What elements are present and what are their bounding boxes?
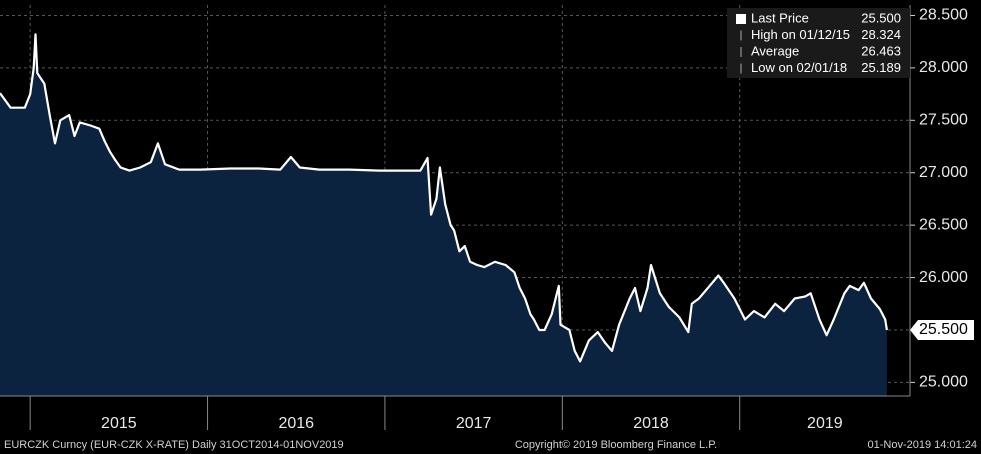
plot-area xyxy=(0,5,910,397)
y-tick-label: 27.500 xyxy=(919,112,968,129)
last-price-label: 25.500 xyxy=(919,321,968,338)
legend-box xyxy=(727,8,910,78)
line xyxy=(0,33,888,363)
y-tick-label: 26.000 xyxy=(919,269,968,286)
axes: 25.000 25.500 26.000 26.500 27.000 27.500 28.0… xyxy=(0,5,974,432)
y-tick-label: 26.500 xyxy=(919,216,968,233)
footer-left: EURCZK Curncy (EUR-CZK X-RATE) Daily 31O… xyxy=(4,439,344,451)
area xyxy=(0,34,887,397)
x-tick-label: 2019 xyxy=(807,415,843,432)
legend-value: 28.324 xyxy=(861,27,901,42)
x-tick-label: 2018 xyxy=(633,415,669,432)
legend-value: 26.463 xyxy=(861,43,901,58)
last-price-tag xyxy=(910,319,974,340)
legend-label: Last Price xyxy=(751,10,809,25)
x-tick-label: 2016 xyxy=(278,415,314,432)
legend: Last Price 25.500 High on 01/12/15 28.324 Av… xyxy=(727,8,910,78)
footer-center: Copyright© 2019 Bloomberg Finance L.P. xyxy=(515,439,717,451)
y-tick-label: 25.000 xyxy=(919,374,968,391)
y-tick-label: 27.000 xyxy=(919,164,968,181)
x-tick-label: 2017 xyxy=(456,415,492,432)
legend-swatch xyxy=(736,14,746,24)
legend-label: Average xyxy=(751,43,799,58)
y-tick-label: 28.000 xyxy=(919,59,968,76)
y-tick-label: 28.500 xyxy=(919,7,968,24)
legend-label: High on 01/12/15 xyxy=(751,27,850,42)
legend-value: 25.500 xyxy=(861,10,901,25)
footer-right: 01-Nov-2019 14:01:24 xyxy=(868,439,977,451)
legend-value: 25.189 xyxy=(861,60,901,75)
x-tick-label: 2015 xyxy=(101,415,137,432)
legend-label: Low on 02/01/18 xyxy=(751,60,847,75)
